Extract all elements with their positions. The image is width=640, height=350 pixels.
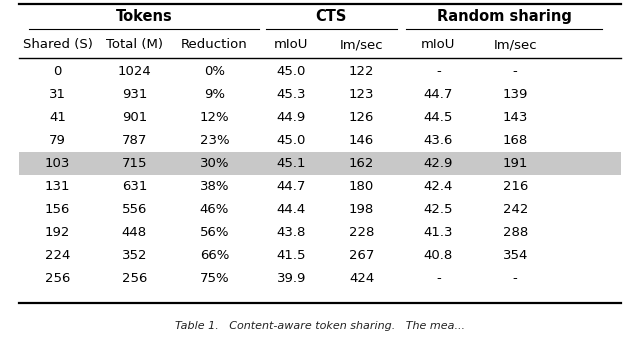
Text: 122: 122 xyxy=(349,65,374,78)
Text: 192: 192 xyxy=(45,226,70,239)
Text: 103: 103 xyxy=(45,157,70,170)
Text: 9%: 9% xyxy=(204,88,225,101)
Text: 44.7: 44.7 xyxy=(424,88,453,101)
Text: 39.9: 39.9 xyxy=(276,272,306,285)
Text: 126: 126 xyxy=(349,111,374,124)
Text: 45.3: 45.3 xyxy=(276,88,306,101)
Text: -: - xyxy=(513,65,518,78)
Text: Shared (S): Shared (S) xyxy=(22,38,93,51)
Text: 156: 156 xyxy=(45,203,70,216)
Text: 56%: 56% xyxy=(200,226,229,239)
Text: 931: 931 xyxy=(122,88,147,101)
Text: 40.8: 40.8 xyxy=(424,248,453,262)
Text: 715: 715 xyxy=(122,157,147,170)
Text: 123: 123 xyxy=(349,88,374,101)
Text: 352: 352 xyxy=(122,248,147,262)
Text: 0%: 0% xyxy=(204,65,225,78)
Text: 41.3: 41.3 xyxy=(424,226,453,239)
Text: Reduction: Reduction xyxy=(181,38,248,51)
Text: 45.0: 45.0 xyxy=(276,65,306,78)
Text: 79: 79 xyxy=(49,134,66,147)
Text: 31: 31 xyxy=(49,88,66,101)
Text: 146: 146 xyxy=(349,134,374,147)
Text: 43.6: 43.6 xyxy=(424,134,453,147)
Text: 41: 41 xyxy=(49,111,66,124)
Text: -: - xyxy=(513,272,518,285)
Text: 180: 180 xyxy=(349,180,374,193)
Text: 354: 354 xyxy=(502,248,528,262)
Text: 75%: 75% xyxy=(200,272,229,285)
Text: 191: 191 xyxy=(502,157,528,170)
Text: 143: 143 xyxy=(502,111,528,124)
Text: 556: 556 xyxy=(122,203,147,216)
Text: 787: 787 xyxy=(122,134,147,147)
Text: 256: 256 xyxy=(122,272,147,285)
Text: 1024: 1024 xyxy=(118,65,151,78)
Text: 66%: 66% xyxy=(200,248,229,262)
Text: 42.5: 42.5 xyxy=(424,203,453,216)
Text: 131: 131 xyxy=(45,180,70,193)
Text: 44.7: 44.7 xyxy=(276,180,306,193)
Text: 162: 162 xyxy=(349,157,374,170)
Text: mIoU: mIoU xyxy=(421,38,456,51)
Text: 901: 901 xyxy=(122,111,147,124)
Text: Total (M): Total (M) xyxy=(106,38,163,51)
Text: 30%: 30% xyxy=(200,157,229,170)
Text: 0: 0 xyxy=(53,65,62,78)
Text: Random sharing: Random sharing xyxy=(436,9,572,24)
Text: 267: 267 xyxy=(349,248,374,262)
Text: 23%: 23% xyxy=(200,134,229,147)
Text: CTS: CTS xyxy=(316,9,347,24)
FancyBboxPatch shape xyxy=(19,152,621,175)
Text: Tokens: Tokens xyxy=(116,9,172,24)
Text: 45.0: 45.0 xyxy=(276,134,306,147)
Text: 216: 216 xyxy=(502,180,528,193)
Text: 228: 228 xyxy=(349,226,374,239)
Text: -: - xyxy=(436,272,441,285)
Text: 224: 224 xyxy=(45,248,70,262)
Text: 42.4: 42.4 xyxy=(424,180,453,193)
Text: 242: 242 xyxy=(502,203,528,216)
Text: 424: 424 xyxy=(349,272,374,285)
Text: 44.5: 44.5 xyxy=(424,111,453,124)
Text: 631: 631 xyxy=(122,180,147,193)
Text: 44.4: 44.4 xyxy=(276,203,306,216)
Text: 198: 198 xyxy=(349,203,374,216)
Text: 168: 168 xyxy=(502,134,528,147)
Text: Table 1.   Content-aware token sharing.   The mea...: Table 1. Content-aware token sharing. Th… xyxy=(175,321,465,331)
Text: 41.5: 41.5 xyxy=(276,248,306,262)
Text: 139: 139 xyxy=(502,88,528,101)
Text: 46%: 46% xyxy=(200,203,229,216)
Text: -: - xyxy=(436,65,441,78)
Text: 38%: 38% xyxy=(200,180,229,193)
Text: Im/sec: Im/sec xyxy=(493,38,537,51)
Text: 43.8: 43.8 xyxy=(276,226,306,239)
Text: 288: 288 xyxy=(502,226,528,239)
Text: 12%: 12% xyxy=(200,111,229,124)
Text: 448: 448 xyxy=(122,226,147,239)
Text: Im/sec: Im/sec xyxy=(340,38,383,51)
Text: mIoU: mIoU xyxy=(274,38,308,51)
Text: 256: 256 xyxy=(45,272,70,285)
Text: 45.1: 45.1 xyxy=(276,157,306,170)
Text: 42.9: 42.9 xyxy=(424,157,453,170)
Text: 44.9: 44.9 xyxy=(276,111,306,124)
